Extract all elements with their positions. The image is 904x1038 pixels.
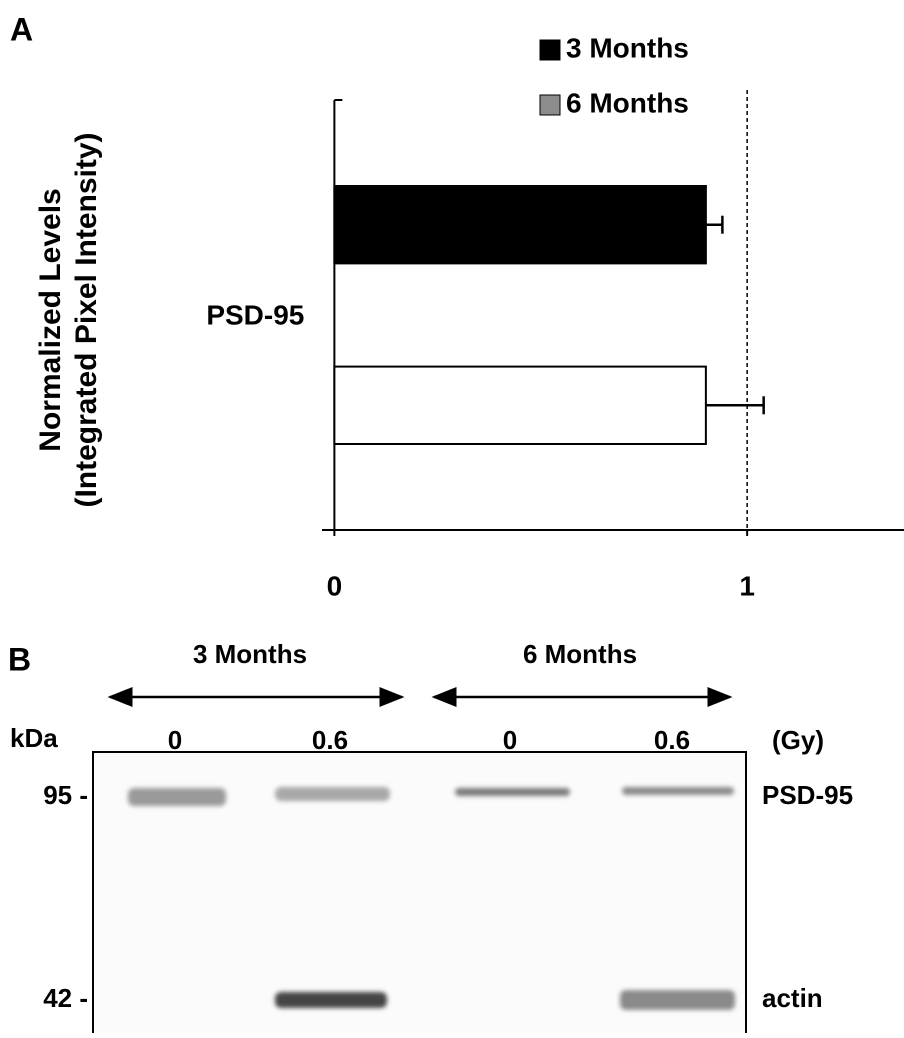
band xyxy=(620,990,735,1010)
unit-label: kDa xyxy=(10,723,58,753)
group-label: 3 Months xyxy=(193,639,307,669)
dose-label: 0 xyxy=(168,725,182,755)
dose-label: 0.6 xyxy=(654,725,690,755)
bar xyxy=(334,367,705,444)
marker-label: 42 - xyxy=(43,983,88,1013)
y-axis-label: Normalized Levels xyxy=(34,188,67,451)
x-tick-label: 0 xyxy=(327,570,343,601)
legend-swatch xyxy=(540,95,560,115)
y-axis-label: (Integrated Pixel Intensity) xyxy=(70,132,103,507)
dose-label: 0 xyxy=(503,725,517,755)
band xyxy=(275,992,387,1008)
band xyxy=(275,787,390,801)
band xyxy=(455,788,570,796)
marker-label: 95 - xyxy=(43,780,88,810)
band-label: actin xyxy=(762,983,823,1013)
band-label: PSD-95 xyxy=(762,780,853,810)
group-label: 6 Months xyxy=(523,639,637,669)
legend-swatch xyxy=(540,40,560,60)
bar xyxy=(334,186,705,263)
band xyxy=(622,787,734,795)
band xyxy=(128,788,226,806)
dose-label: 0.6 xyxy=(312,725,348,755)
y-tick-label: PSD-95 xyxy=(206,299,304,330)
legend-label: 6 Months xyxy=(566,87,689,118)
panel-label: B xyxy=(8,641,31,677)
panel-label: A xyxy=(10,11,33,47)
figure: A Normalized Levels (Integrated Pixel In… xyxy=(0,0,904,1033)
dose-unit: (Gy) xyxy=(772,725,824,755)
legend-label: 3 Months xyxy=(566,32,689,63)
x-tick-label: 1 xyxy=(739,570,755,601)
